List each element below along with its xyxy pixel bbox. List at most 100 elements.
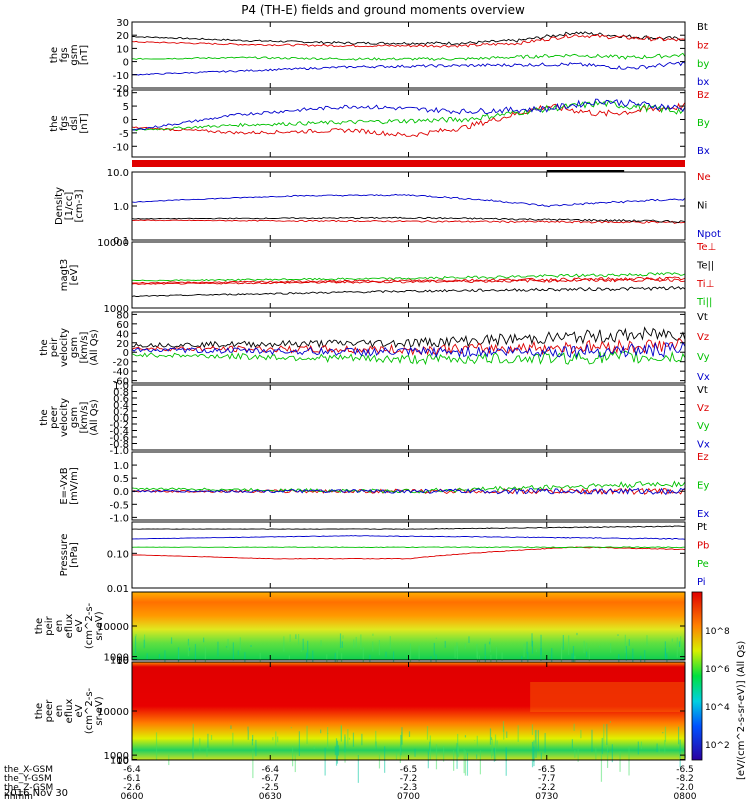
ephem-value: 0800 [674, 792, 697, 800]
spectrogram-streak [427, 726, 428, 740]
spectrogram-streak [342, 641, 343, 647]
spectrogram-streak [443, 746, 444, 762]
legend-Te⊥: Te⊥ [696, 242, 716, 253]
spectrogram-streak [628, 746, 629, 775]
spectrogram-streak [664, 740, 665, 754]
spectrogram-streak [476, 754, 477, 758]
spectrogram-streak [574, 750, 575, 758]
spectrogram-streak [226, 646, 227, 647]
spectrogram-streak [474, 740, 475, 741]
spectrogram-streak [248, 730, 249, 739]
legend-Pt: Pt [697, 522, 707, 533]
spectrogram-streak [419, 646, 420, 661]
ytick-label: -0.5 [109, 500, 129, 511]
spectrogram-streak [619, 751, 620, 772]
spectrogram-streak [533, 740, 534, 766]
legend-Vy: Vy [697, 352, 710, 363]
panel-peir_velocity: 806040200-20-40-60the peir velocity gsm [km/… [39, 310, 710, 387]
ylabel-line: sr-eV) [94, 696, 105, 725]
spectrogram-streak [401, 727, 402, 744]
panel-frame [132, 172, 685, 240]
spectrogram-streak [667, 647, 668, 651]
spectrogram-streak [532, 641, 533, 654]
spectrogram-streak [340, 633, 341, 648]
ytick-label: 0.0 [113, 487, 129, 498]
spectrogram-streak [626, 646, 627, 661]
spectrogram-streak [457, 734, 458, 756]
spectrogram-streak [189, 648, 190, 651]
spectrogram-region [530, 682, 685, 712]
spectrogram-streak [227, 639, 228, 650]
spectrogram-streak [591, 730, 592, 752]
panel-frame [132, 90, 685, 157]
spectrogram-streak [576, 633, 577, 635]
spectrogram-streak [595, 748, 596, 760]
panel-frame [132, 452, 685, 520]
spectrogram-streak [206, 748, 207, 757]
ytick-label: 0.5 [113, 474, 129, 485]
spectrogram-streak [135, 634, 136, 636]
legend-Ex: Ex [697, 509, 709, 520]
spectrogram-streak [574, 656, 575, 663]
ytick-label: 10000 [97, 238, 129, 249]
spectrogram-streak [532, 742, 533, 767]
spectrogram-streak [540, 648, 541, 661]
spectrogram-streak [320, 730, 321, 734]
spectrogram-streak [292, 746, 293, 766]
panel-frame [132, 385, 685, 450]
legend-Ne: Ne [697, 172, 711, 183]
spectrogram-streak [232, 733, 233, 747]
spectrogram-streak [295, 634, 296, 639]
spectrogram-streak [476, 644, 477, 658]
spectrogram-streak [375, 731, 376, 749]
spectrogram-streak [320, 640, 321, 646]
legend-Bx: Bx [697, 146, 710, 157]
spectrogram-streak [335, 746, 336, 755]
figure-title: P4 (TH-E) fields and ground moments over… [241, 3, 525, 17]
spectrogram-streak [361, 734, 362, 745]
series-line-bz [132, 35, 685, 48]
spectrogram-streak [677, 637, 678, 657]
ytick-label: 30 [116, 18, 129, 29]
colorbar-label: [eV/(cm^2-s-sr-eV)] (All Qs) [736, 641, 747, 780]
spectrogram-streak [436, 744, 437, 769]
spectrogram-streak [680, 636, 681, 656]
spectrogram-streak [641, 742, 642, 750]
legend-Pe: Pe [697, 559, 709, 570]
spectrogram-streak [379, 754, 380, 768]
ephem-value: 0730 [535, 792, 558, 800]
spectrogram-streak [356, 637, 357, 648]
panel-frame [132, 22, 685, 88]
spectrogram-streak [680, 740, 681, 768]
spectrogram-streak [454, 647, 455, 658]
spectrogram-streak [599, 646, 600, 647]
panel-peer_velocity: 1.00.80.60.40.20.0-0.2-0.4-0.6-0.8-1.0 th… [39, 381, 710, 457]
spectrogram-streak [563, 635, 564, 650]
spectrogram-streak [497, 740, 498, 746]
ylabel-line: [nT] [79, 113, 90, 133]
spectrogram-streak [360, 634, 361, 649]
ytick-label: 0 [123, 58, 129, 69]
spectrogram-streak [506, 731, 507, 737]
panel-frame [132, 522, 685, 588]
legend-Npot: Npot [697, 229, 721, 240]
series-line-Vt [132, 328, 685, 348]
legend-Vz: Vz [697, 332, 709, 343]
legend-Ez: Ez [697, 452, 709, 463]
spectrogram-streak [247, 727, 248, 731]
spectrogram-streak [379, 640, 380, 655]
spectrogram-streak [445, 641, 446, 648]
spectrogram-streak [430, 735, 431, 760]
spectrogram-streak [665, 648, 666, 659]
spectrogram-streak [156, 732, 157, 760]
spectrogram-streak [240, 637, 241, 650]
series-line-bx [132, 62, 685, 75]
spectrogram-streak [489, 642, 490, 645]
spectrogram-streak [299, 731, 300, 756]
spectrogram-streak [608, 751, 609, 753]
spectrogram-streak [291, 727, 292, 728]
ylabel-line: [nPa] [69, 542, 80, 568]
spectrogram-streak [589, 648, 590, 661]
series-line-Te⊥ [132, 278, 685, 284]
